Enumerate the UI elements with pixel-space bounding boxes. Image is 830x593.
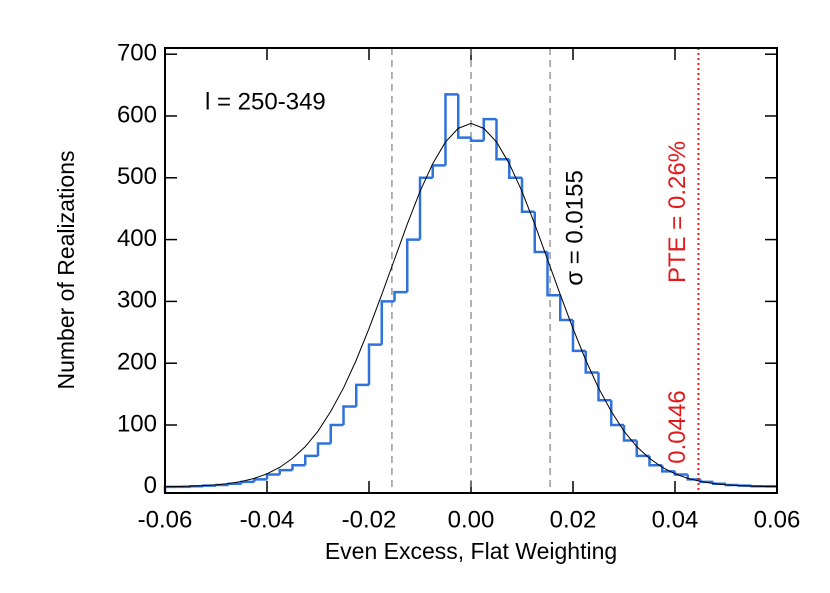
pte-label: PTE = 0.26% [664, 141, 691, 283]
histogram-step [520, 177, 535, 214]
histogram-step [622, 425, 637, 442]
y-axis-title: Number of Realizations [53, 150, 79, 389]
histogram-step [495, 119, 510, 161]
histogram-step [253, 478, 267, 482]
x-tick-label: 0.00 [448, 506, 495, 533]
histogram-step [469, 137, 484, 142]
histogram-step [457, 94, 471, 139]
histogram-step [597, 372, 612, 402]
histogram-step [240, 480, 255, 484]
histogram-step [265, 473, 280, 480]
y-tick-label: 100 [117, 410, 157, 437]
histogram-step [304, 454, 318, 466]
histogram-step [571, 319, 586, 353]
histogram-step [278, 468, 293, 475]
x-tick-label: 0.04 [652, 506, 699, 533]
histogram-step [648, 455, 663, 467]
y-tick-label: 0 [144, 472, 157, 499]
histogram-step [355, 383, 369, 407]
histogram-step [227, 482, 242, 485]
sigma-label: σ = 0.0155 [561, 170, 588, 286]
annotation: l = 250-349 [205, 88, 326, 115]
y-tick-label: 400 [117, 225, 157, 252]
histogram-step [533, 211, 548, 254]
histogram-step [316, 442, 331, 456]
histogram-step [393, 290, 408, 302]
histogram-step [673, 471, 688, 476]
plot-frame [164, 47, 778, 494]
histogram-step [431, 164, 446, 178]
x-tick-label: 0.06 [754, 506, 801, 533]
histogram-step [559, 295, 573, 322]
y-tick-label: 500 [117, 163, 157, 190]
histogram-step [406, 238, 420, 293]
histogram-step [380, 300, 395, 345]
fit-curve [164, 122, 778, 488]
histogram-step [508, 159, 522, 180]
y-tick-label: 700 [117, 40, 157, 67]
histogram-step [686, 474, 701, 481]
x-tick-label: -0.02 [342, 506, 397, 533]
x-tick-label: 0.02 [550, 506, 597, 533]
histogram-step [367, 343, 382, 385]
histogram-step [329, 423, 344, 444]
histogram-step [584, 350, 599, 374]
x-axis-title: Even Excess, Flat Weighting [325, 538, 617, 564]
histogram-step [342, 405, 357, 426]
histogram-step [291, 463, 306, 471]
y-tick-label: 600 [117, 101, 157, 128]
x-tick-label: -0.04 [240, 506, 295, 533]
y-tick-label: 200 [117, 349, 157, 376]
histogram-step [482, 117, 497, 141]
y-tick-label: 300 [117, 287, 157, 314]
x-tick-label: -0.06 [138, 506, 193, 533]
threshold-label: 0.0446 [664, 390, 691, 463]
histogram-step [546, 251, 561, 297]
histogram-step [635, 440, 650, 458]
histogram-step [418, 176, 433, 240]
